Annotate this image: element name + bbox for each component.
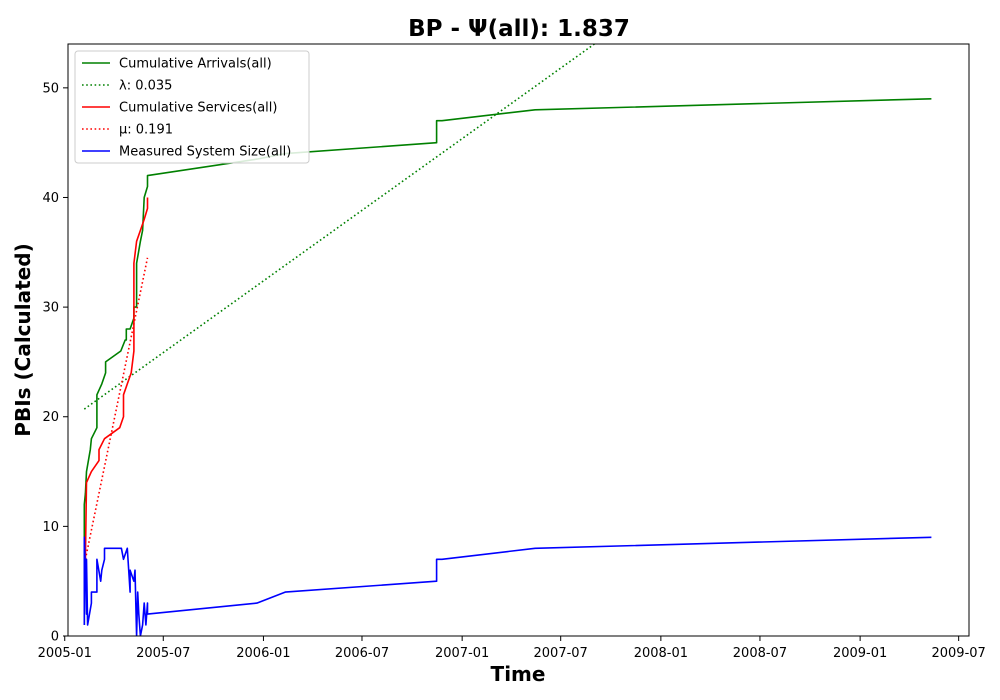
x-tick-label: 2005-07 bbox=[136, 646, 190, 661]
x-tick-label: 2007-07 bbox=[534, 646, 588, 661]
chart-title: BP - Ψ(all): 1.837 bbox=[408, 16, 630, 42]
y-tick-label: 50 bbox=[42, 81, 59, 96]
legend-label: Cumulative Arrivals(all) bbox=[119, 57, 272, 72]
x-tick-label: 2009-07 bbox=[931, 646, 985, 661]
x-tick-label: 2009-01 bbox=[833, 646, 887, 661]
y-tick-label: 30 bbox=[42, 301, 59, 316]
legend-label: μ: 0.191 bbox=[119, 123, 173, 138]
legend: Cumulative Arrivals(all) λ: 0.035 Cumulati… bbox=[74, 50, 310, 164]
legend-label: Measured System Size(all) bbox=[119, 145, 291, 160]
x-tick-label: 2008-01 bbox=[634, 646, 688, 661]
legend-label: Cumulative Services(all) bbox=[119, 101, 277, 116]
x-tick-label: 2005-01 bbox=[38, 646, 92, 661]
y-axis-label: PBIs (Calculated) bbox=[11, 243, 35, 436]
y-tick-label: 40 bbox=[42, 191, 59, 206]
legend-box bbox=[74, 50, 310, 164]
series-line-5 bbox=[83, 536, 932, 636]
axes: 2005-01 2005-07 2006-01 2006-07 2007-01 2007-… bbox=[38, 43, 986, 661]
x-axis-label: Time bbox=[491, 662, 546, 686]
y-tick-label: 10 bbox=[42, 520, 59, 535]
y-tick-label: 0 bbox=[51, 630, 59, 645]
x-tick-label: 2006-07 bbox=[335, 646, 389, 661]
legend-label: λ: 0.035 bbox=[119, 79, 172, 94]
x-tick-label: 2007-01 bbox=[435, 646, 489, 661]
x-tick-label: 2006-01 bbox=[236, 646, 290, 661]
series-line-3 bbox=[84, 197, 149, 582]
x-tick-label: 2008-07 bbox=[733, 646, 787, 661]
series-line-4 bbox=[84, 257, 149, 560]
series-line-1 bbox=[83, 98, 932, 625]
plot-frame bbox=[67, 43, 970, 637]
y-tick-label: 20 bbox=[42, 410, 59, 425]
